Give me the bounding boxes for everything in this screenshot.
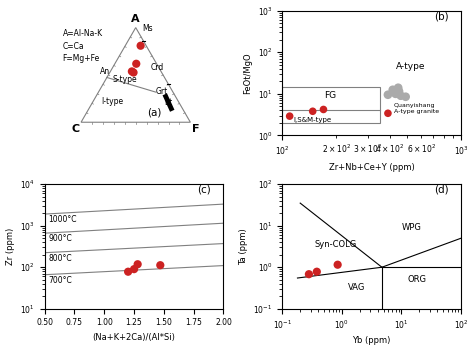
Text: C=Ca: C=Ca	[63, 42, 84, 51]
Point	[319, 107, 327, 112]
Point	[130, 266, 138, 272]
Text: Crd: Crd	[150, 62, 164, 72]
Text: FG: FG	[324, 91, 336, 100]
Text: A=Al-Na-K: A=Al-Na-K	[63, 29, 102, 38]
Point	[132, 61, 140, 67]
Text: C: C	[72, 124, 80, 134]
X-axis label: Yb (ppm): Yb (ppm)	[353, 337, 391, 345]
Point	[334, 262, 341, 267]
Y-axis label: FeOt/MgO: FeOt/MgO	[243, 52, 252, 94]
Point	[128, 68, 136, 74]
Point	[397, 93, 404, 99]
Text: Syn-COLG: Syn-COLG	[315, 240, 357, 250]
Point	[124, 269, 132, 274]
Text: ORG: ORG	[407, 274, 426, 284]
Text: An: An	[100, 67, 109, 76]
X-axis label: Zr+Nb+Ce+Y (ppm): Zr+Nb+Ce+Y (ppm)	[329, 163, 415, 172]
Point	[389, 87, 397, 93]
Text: A-type: A-type	[395, 62, 425, 71]
Point	[384, 92, 392, 98]
Point	[286, 113, 293, 119]
Text: VAG: VAG	[348, 283, 366, 292]
Text: I,S&M-type: I,S&M-type	[293, 117, 332, 123]
Point	[313, 269, 320, 274]
Text: F: F	[192, 124, 200, 134]
Point	[394, 85, 402, 91]
Point	[134, 261, 141, 267]
Point	[395, 88, 403, 94]
Y-axis label: Ta (ppm): Ta (ppm)	[239, 228, 248, 265]
X-axis label: (Na+K+2Ca)/(Al*Si): (Na+K+2Ca)/(Al*Si)	[92, 333, 175, 342]
Text: Bt: Bt	[164, 98, 173, 106]
Text: 700°C: 700°C	[48, 276, 72, 285]
Point	[137, 43, 145, 48]
Text: (c): (c)	[197, 185, 211, 195]
Text: (a): (a)	[147, 108, 162, 118]
Y-axis label: Zr (ppm): Zr (ppm)	[6, 228, 15, 265]
Text: WPG: WPG	[402, 223, 422, 232]
Point	[402, 94, 410, 100]
Text: 1000°C: 1000°C	[48, 215, 77, 224]
Text: Ms: Ms	[142, 24, 153, 33]
Text: 900°C: 900°C	[48, 234, 72, 243]
Point	[305, 271, 313, 277]
Point	[156, 263, 164, 268]
Point	[384, 111, 392, 116]
Text: A: A	[131, 14, 140, 24]
Point	[392, 91, 399, 97]
Text: S-type: S-type	[112, 74, 137, 84]
Text: I-type: I-type	[101, 97, 123, 106]
Text: (b): (b)	[434, 12, 448, 21]
Text: Quanyishang
A-type granite: Quanyishang A-type granite	[394, 97, 439, 114]
Point	[130, 70, 137, 75]
Bar	[282, 86, 380, 123]
Text: Grt: Grt	[155, 87, 167, 95]
Text: 800°C: 800°C	[48, 254, 72, 263]
Text: F=Mg+Fe: F=Mg+Fe	[63, 54, 100, 64]
Text: (d): (d)	[434, 185, 448, 195]
Point	[309, 108, 317, 114]
